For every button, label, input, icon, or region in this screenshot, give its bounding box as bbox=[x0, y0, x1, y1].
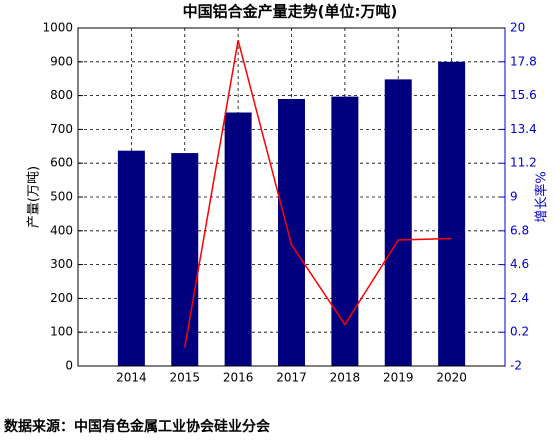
bar bbox=[438, 61, 466, 367]
bar bbox=[117, 150, 145, 366]
y-tick-label: 0 bbox=[65, 359, 73, 373]
y2-axis-label: 增长率% bbox=[534, 171, 550, 222]
y2-tick-label: 13.4 bbox=[510, 122, 537, 136]
source-note: 数据来源：中国有色金属工业协会硅业分会 bbox=[4, 418, 271, 435]
y2-tick-label: -2 bbox=[510, 359, 522, 373]
bar bbox=[171, 153, 199, 366]
y-tick-label: 600 bbox=[50, 156, 73, 170]
x-tick-label: 2019 bbox=[383, 371, 414, 385]
y2-tick-label: 15.6 bbox=[510, 88, 537, 102]
x-tick-label: 2020 bbox=[436, 371, 467, 385]
y2-tick-label: 9 bbox=[510, 190, 518, 204]
y-tick-label: 1000 bbox=[42, 21, 73, 35]
y2-tick-label: 11.2 bbox=[510, 156, 537, 170]
y2-tick-label: 2.4 bbox=[510, 291, 529, 305]
y-tick-label: 200 bbox=[50, 291, 73, 305]
y-tick-label: 400 bbox=[50, 223, 73, 237]
bar bbox=[331, 96, 359, 366]
growth-line bbox=[184, 40, 452, 348]
chart-title: 中国铝合金产量走势(单位:万吨) bbox=[183, 3, 398, 21]
x-tick-label: 2017 bbox=[276, 371, 307, 385]
y-axis-label: 产量(万吨) bbox=[27, 166, 42, 228]
y2-tick-label: 17.8 bbox=[510, 54, 537, 68]
y-tick-label: 500 bbox=[50, 190, 73, 204]
bar bbox=[224, 112, 252, 366]
y-tick-label: 100 bbox=[50, 325, 73, 339]
bar bbox=[384, 79, 412, 366]
x-tick-label: 2015 bbox=[169, 371, 200, 385]
y2-tick-label: 0.2 bbox=[510, 325, 529, 339]
y-tick-label: 800 bbox=[50, 88, 73, 102]
x-tick-label: 2014 bbox=[116, 371, 147, 385]
y2-tick-label: 20 bbox=[510, 21, 525, 35]
x-tick-label: 2016 bbox=[223, 371, 254, 385]
y-tick-label: 900 bbox=[50, 54, 73, 68]
x-tick-label: 2018 bbox=[330, 371, 361, 385]
bar bbox=[278, 98, 305, 366]
y2-tick-label: 6.8 bbox=[510, 223, 529, 237]
y-tick-label: 300 bbox=[50, 257, 73, 271]
y-tick-label: 700 bbox=[50, 122, 73, 136]
y2-tick-label: 4.6 bbox=[510, 257, 529, 271]
